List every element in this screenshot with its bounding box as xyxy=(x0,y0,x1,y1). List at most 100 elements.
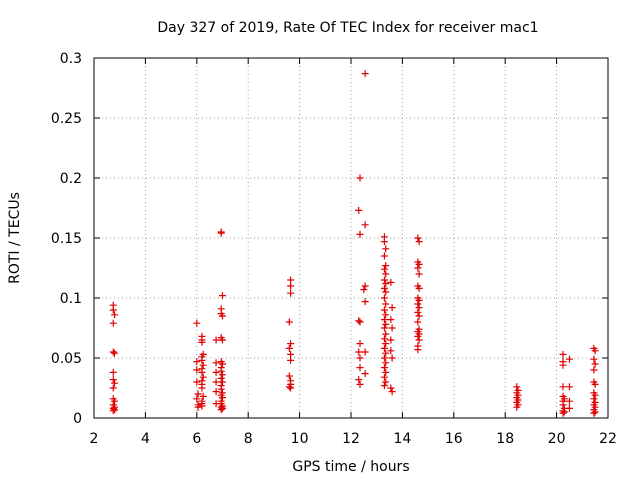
data-point xyxy=(360,286,368,294)
data-point xyxy=(380,252,388,260)
data-point xyxy=(217,367,225,375)
data-point xyxy=(356,340,364,348)
data-point xyxy=(414,318,422,326)
data-point xyxy=(415,260,423,268)
data-point xyxy=(382,270,390,278)
data-point xyxy=(212,368,220,376)
data-point xyxy=(380,373,388,381)
data-point xyxy=(355,206,363,214)
data-point xyxy=(382,262,390,270)
data-point xyxy=(287,276,295,284)
data-point xyxy=(109,306,117,314)
data-point xyxy=(380,294,388,302)
data-point xyxy=(388,388,396,396)
data-point xyxy=(287,282,295,290)
data-point xyxy=(415,270,423,278)
data-point xyxy=(414,308,422,316)
data-point xyxy=(388,324,396,332)
y-tick-label: 0 xyxy=(73,411,82,427)
data-point xyxy=(380,276,388,284)
data-point xyxy=(198,356,206,364)
data-point xyxy=(415,238,423,246)
data-point xyxy=(219,394,226,402)
data-point xyxy=(193,319,201,327)
data-point xyxy=(199,361,207,369)
data-point xyxy=(356,174,364,182)
data-point xyxy=(380,238,388,246)
data-point xyxy=(415,336,423,344)
data-point xyxy=(212,359,220,367)
data-point xyxy=(382,280,390,288)
data-point xyxy=(193,395,201,403)
data-point xyxy=(193,358,201,366)
y-tick-label: 0.1 xyxy=(60,291,82,307)
data-point xyxy=(382,349,390,357)
data-point xyxy=(361,70,369,78)
data-point xyxy=(380,335,388,343)
data-point xyxy=(380,354,388,362)
data-point xyxy=(382,320,390,328)
data-point xyxy=(565,397,573,405)
data-point xyxy=(559,409,567,417)
data-point xyxy=(219,360,226,368)
data-point xyxy=(591,360,599,368)
data-point xyxy=(382,245,390,253)
data-point xyxy=(382,288,390,296)
data-point xyxy=(361,370,369,378)
data-point xyxy=(287,356,295,364)
data-point xyxy=(388,354,396,362)
data-point xyxy=(111,379,119,387)
data-point xyxy=(361,298,369,306)
data-point xyxy=(387,336,395,344)
data-point xyxy=(212,388,220,396)
data-point xyxy=(219,336,226,344)
data-point xyxy=(590,355,598,363)
data-point xyxy=(591,391,599,399)
data-point xyxy=(382,300,390,308)
data-point xyxy=(285,383,293,391)
data-point xyxy=(193,378,201,386)
data-point xyxy=(565,383,573,391)
data-point xyxy=(198,338,206,346)
data-point xyxy=(219,404,226,412)
data-point xyxy=(109,384,117,392)
data-point xyxy=(565,355,573,363)
grid-lines xyxy=(94,58,608,418)
data-point xyxy=(380,382,388,390)
data-point xyxy=(111,397,119,405)
x-tick-label: 16 xyxy=(445,431,463,447)
y-tick-label: 0.05 xyxy=(51,351,82,367)
data-point xyxy=(356,230,364,238)
data-point xyxy=(414,264,422,272)
data-point xyxy=(111,406,119,414)
data-point xyxy=(287,384,295,392)
data-point xyxy=(287,350,295,358)
data-point xyxy=(380,265,388,273)
data-point xyxy=(559,361,567,369)
y-tick-label: 0.15 xyxy=(51,231,82,247)
data-point xyxy=(285,318,293,326)
data-point xyxy=(217,385,225,393)
y-tick-label: 0.3 xyxy=(60,51,82,67)
data-point xyxy=(217,406,225,414)
data-point xyxy=(287,340,295,348)
data-point xyxy=(217,229,225,237)
data-point xyxy=(109,319,117,327)
data-point xyxy=(109,368,117,376)
data-point xyxy=(219,312,226,320)
data-point xyxy=(591,380,599,388)
data-point xyxy=(287,289,295,297)
data-point xyxy=(219,371,226,379)
x-tick-label: 22 xyxy=(599,431,617,447)
x-tick-label: 18 xyxy=(496,431,514,447)
data-point xyxy=(387,347,395,355)
data-point xyxy=(198,384,206,392)
data-point xyxy=(590,366,598,374)
data-point xyxy=(415,312,423,320)
y-tick-label: 0.2 xyxy=(60,171,82,187)
data-point xyxy=(382,378,390,386)
x-tick-label: 6 xyxy=(192,431,201,447)
x-tick-label: 8 xyxy=(244,431,253,447)
x-tick-label: 12 xyxy=(342,431,360,447)
data-point xyxy=(513,403,521,411)
